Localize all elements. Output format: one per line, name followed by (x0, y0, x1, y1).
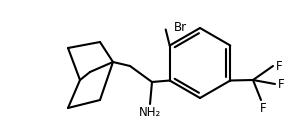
Text: Br: Br (174, 21, 187, 34)
Text: F: F (276, 59, 282, 73)
Text: F: F (260, 102, 266, 116)
Text: NH₂: NH₂ (139, 106, 161, 120)
Text: F: F (278, 78, 284, 90)
